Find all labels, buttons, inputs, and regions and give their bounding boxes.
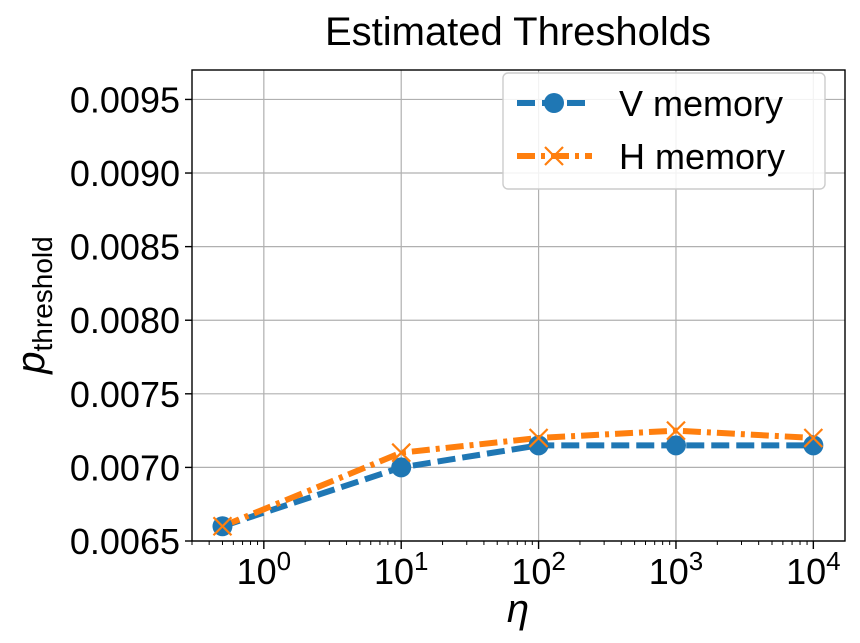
data-point-v-memory xyxy=(665,435,686,456)
x-tick-label: 101 xyxy=(374,546,429,592)
data-point-v-memory xyxy=(528,435,549,456)
svg-text:pthreshold: pthreshold xyxy=(9,236,58,374)
x-tick-label: 103 xyxy=(649,546,704,592)
x-tick-label: 102 xyxy=(511,546,566,592)
data-point-v-memory xyxy=(803,435,824,456)
data-point-h-memory xyxy=(666,420,686,441)
data-point-h-memory xyxy=(391,442,411,463)
y-tick-label: 0.0070 xyxy=(70,447,180,488)
x-tick-label: 104 xyxy=(786,546,841,592)
x-axis-label: η xyxy=(507,587,529,631)
x-tick-base: 10 xyxy=(237,551,277,592)
x-tick-exponent: 3 xyxy=(689,546,703,576)
x-tick-base: 10 xyxy=(649,551,689,592)
x-tick-base: 10 xyxy=(374,551,414,592)
data-point-h-memory xyxy=(212,516,233,537)
data-point-h-memory xyxy=(803,428,824,448)
y-tick-label: 0.0080 xyxy=(70,300,180,341)
y-tick-label: 0.0065 xyxy=(70,521,180,562)
x-tick-exponent: 4 xyxy=(826,546,840,576)
minor-ticks xyxy=(191,541,808,545)
series-line-v-memory xyxy=(221,442,814,530)
x-tick-label: 100 xyxy=(237,546,292,592)
x-tick-exponent: 0 xyxy=(277,546,291,576)
data-point-h-memory xyxy=(528,428,549,448)
legend-marker xyxy=(544,146,564,166)
y-axis-label-main: p xyxy=(9,351,53,374)
x-tick-exponent: 1 xyxy=(414,546,428,576)
y-tick-label: 0.0075 xyxy=(70,374,180,415)
chart-title: Estimated Thresholds xyxy=(325,10,711,54)
legend-label: V memory xyxy=(619,83,783,124)
y-tick-label: 0.0090 xyxy=(70,153,180,194)
x-tick-exponent: 2 xyxy=(551,546,565,576)
data-point-v-memory xyxy=(391,457,412,478)
tick-labels: 0.0065 0.0070 0.0075 0.0080 0.0085 0.0090 0.00… xyxy=(70,79,841,592)
y-axis-label: pthreshold xyxy=(9,236,58,374)
y-tick-label: 0.0095 xyxy=(70,79,180,120)
legend: V memory H memory xyxy=(502,72,826,190)
y-axis-label-sub: threshold xyxy=(27,236,58,351)
x-tick-base: 10 xyxy=(786,551,826,592)
legend-label: H memory xyxy=(619,136,785,177)
legend-marker xyxy=(544,93,564,113)
series xyxy=(212,420,824,537)
y-tick-label: 0.0085 xyxy=(70,227,180,268)
plot-frame xyxy=(191,69,846,542)
x-tick-base: 10 xyxy=(511,551,551,592)
